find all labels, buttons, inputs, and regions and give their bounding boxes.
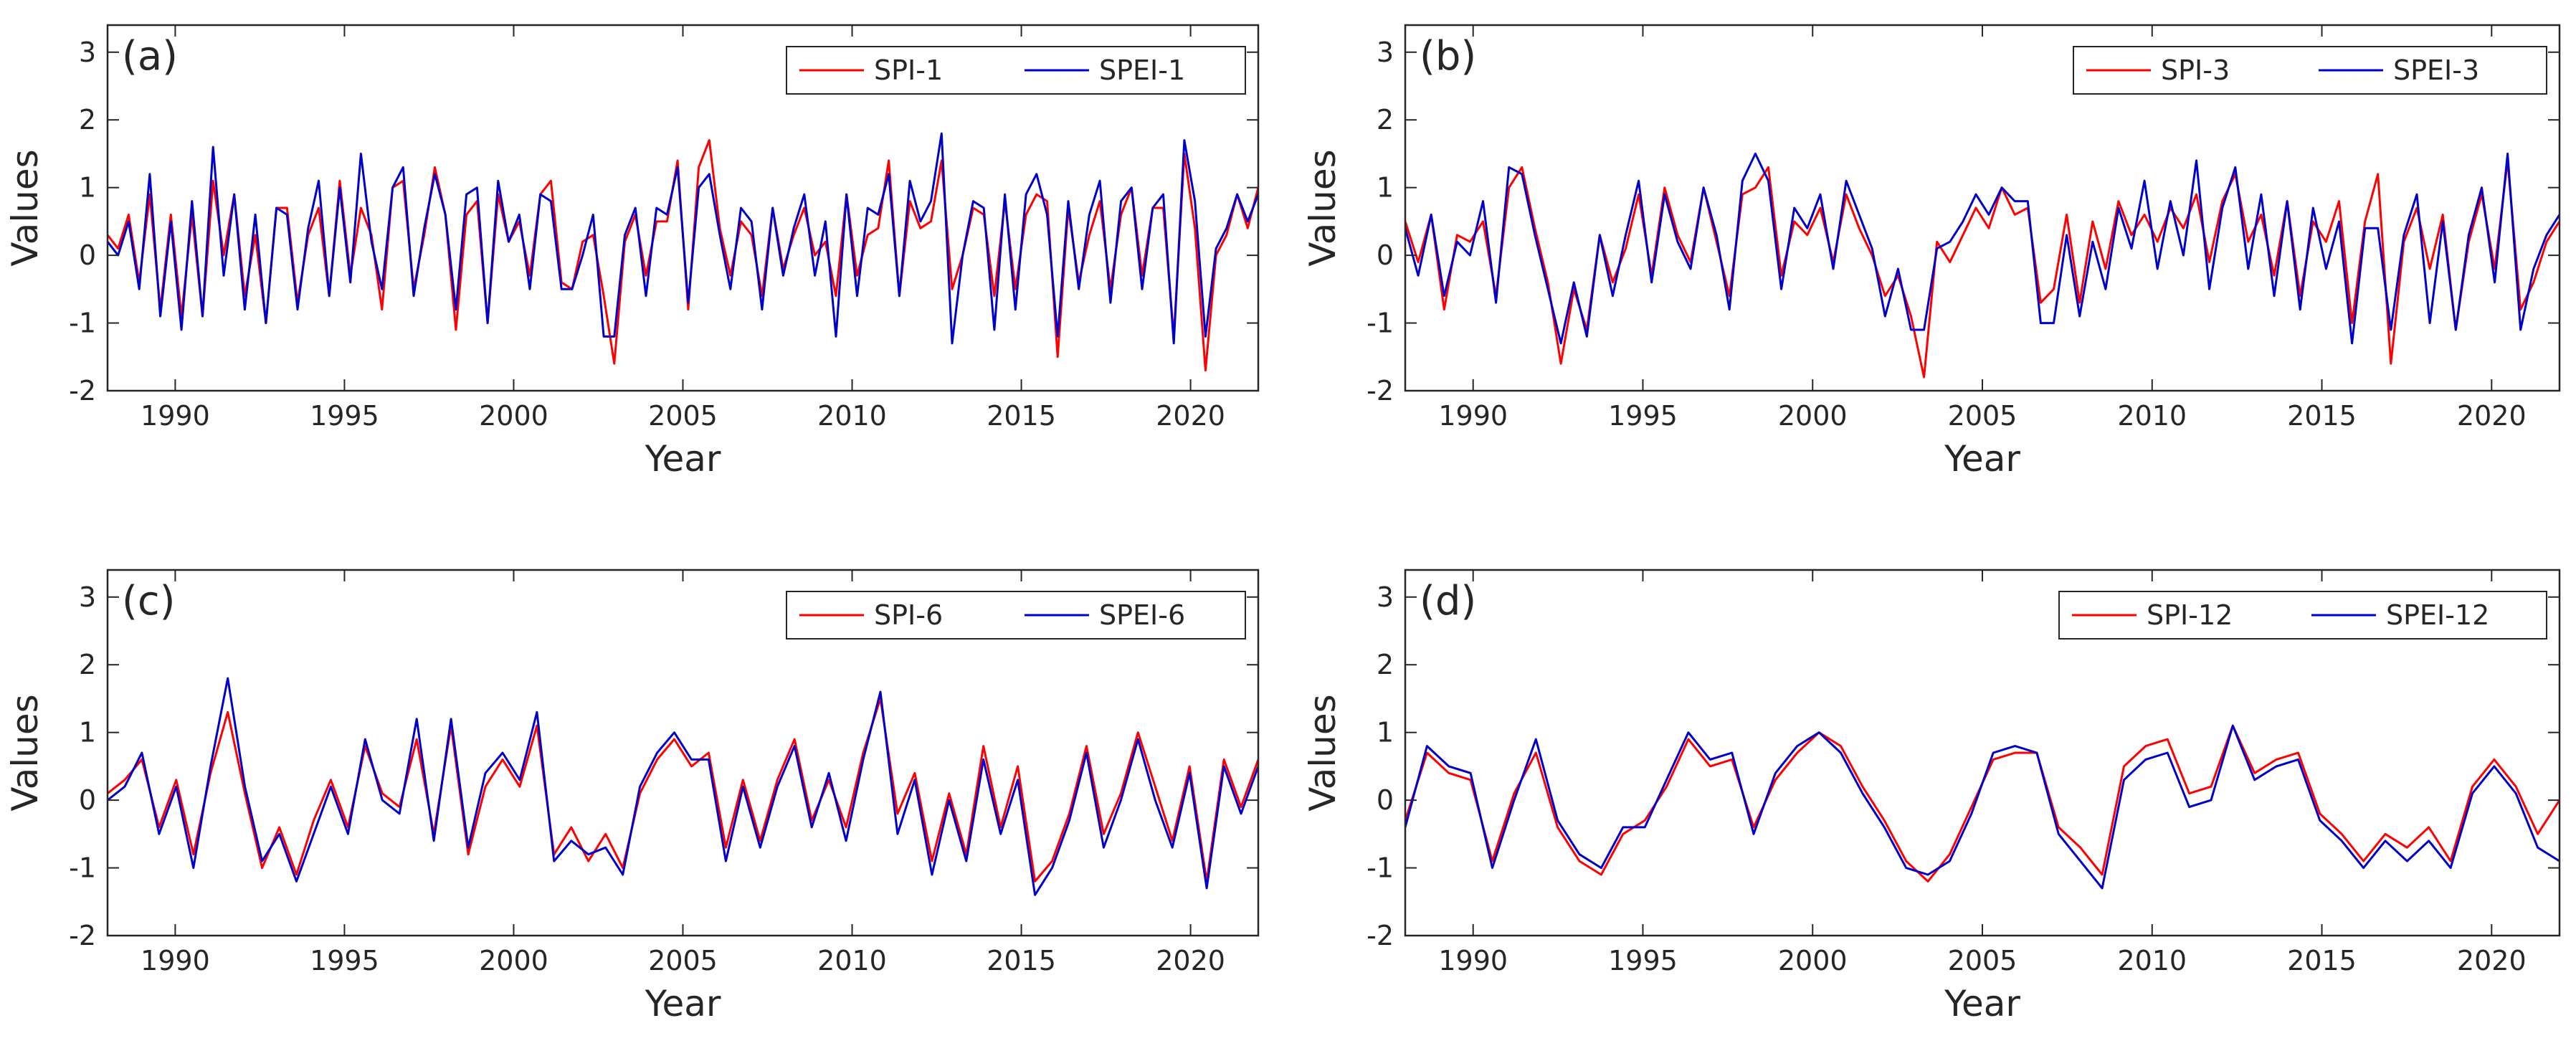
- x-tick-label: 1990: [141, 945, 210, 976]
- series-line-spei-1: [108, 132, 1258, 345]
- legend-label-spei-6: SPEI-6: [1099, 599, 1185, 631]
- legend-label-spi-3: SPI-3: [2161, 54, 2230, 86]
- y-tick-label: -1: [1367, 308, 1394, 339]
- legend-label-spei-3: SPEI-3: [2393, 54, 2479, 86]
- series-line-spi-3: [1405, 159, 2560, 379]
- legend: SPI-1 SPEI-1: [786, 46, 1246, 95]
- y-tick-label: -1: [69, 308, 96, 339]
- y-tick-label: -2: [69, 375, 96, 406]
- y-tick-label: 2: [1377, 104, 1394, 135]
- legend-box: [786, 46, 1246, 95]
- y-tick-label: 3: [1377, 37, 1394, 68]
- series-line-spi-12: [1405, 724, 2560, 883]
- legend-box: [2073, 46, 2547, 95]
- panel-b: 1990 1995 2000 2005 2010 2015 2020 -2 -1 0 1 2 3 Year…: [1302, 24, 2561, 480]
- x-tick-label: 2005: [648, 945, 718, 976]
- legend-label-spei-12: SPEI-12: [2386, 599, 2489, 631]
- y-axis-label: Values: [4, 694, 46, 811]
- y-axis-label: Values: [1302, 694, 1344, 811]
- y-axis-label: Values: [1302, 149, 1344, 266]
- y-tick-label: 1: [1377, 172, 1394, 204]
- y-tick-label: -2: [1367, 920, 1394, 951]
- x-tick-label: 2015: [2287, 945, 2357, 976]
- panel-tag: (a): [122, 33, 178, 80]
- x-tick-label: 1995: [310, 945, 379, 976]
- y-axis-label: Values: [4, 149, 46, 266]
- x-tick-label: 2015: [987, 400, 1056, 432]
- x-tick-label: 2000: [479, 945, 548, 976]
- y-tick-label: 3: [79, 581, 96, 613]
- legend-label-spi-6: SPI-6: [874, 599, 943, 631]
- x-tick-label: 2000: [1778, 945, 1848, 976]
- legend: SPI-6 SPEI-6: [786, 591, 1246, 640]
- legend-label-spi-12: SPI-12: [2147, 599, 2233, 631]
- x-tick-label: 2015: [987, 945, 1056, 976]
- y-tick-label: -2: [1367, 375, 1394, 406]
- panel-tag: (d): [1420, 578, 1476, 624]
- legend: SPI-12 SPEI-12: [2058, 591, 2547, 640]
- y-tick-label: -1: [1367, 852, 1394, 884]
- panel-tag: (c): [122, 578, 175, 624]
- y-tick-label: 3: [79, 37, 96, 68]
- x-tick-label: 1995: [1608, 400, 1678, 432]
- panel-d: 1990 1995 2000 2005 2010 2015 2020 -2 -1 0 1 2 3 Year…: [1302, 569, 2561, 1024]
- x-axis-label: Year: [1944, 983, 2020, 1024]
- y-tick-label: 0: [1377, 784, 1394, 816]
- x-tick-label: 2010: [817, 945, 887, 976]
- x-tick-label: 1995: [310, 400, 379, 432]
- series-line-spei-12: [1405, 724, 2560, 890]
- series-line-spi-6: [108, 697, 1258, 883]
- x-tick-label: 2000: [479, 400, 548, 432]
- panel-c: 1990 1995 2000 2005 2010 2015 2020 -2 -1 0 1 2 3 Year…: [4, 569, 1260, 1024]
- y-tick-label: -2: [69, 920, 96, 951]
- panel-tag: (b): [1420, 33, 1476, 80]
- x-axis-label: Year: [645, 983, 721, 1024]
- y-tick-label: 0: [1377, 239, 1394, 271]
- x-tick-label: 2005: [1948, 945, 2017, 976]
- series-line-spei-6: [108, 677, 1258, 896]
- x-tick-label: 2005: [648, 400, 718, 432]
- x-tick-label: 2020: [2457, 945, 2527, 976]
- y-tick-label: 2: [1377, 649, 1394, 680]
- y-tick-label: -1: [69, 852, 96, 884]
- y-tick-label: 0: [79, 239, 96, 271]
- x-tick-label: 2020: [1156, 945, 1225, 976]
- x-tick-label: 2015: [2287, 400, 2357, 432]
- y-tick-label: 1: [79, 717, 96, 748]
- x-tick-label: 1990: [141, 400, 210, 432]
- x-tick-label: 1990: [1438, 400, 1508, 432]
- x-tick-label: 1990: [1438, 945, 1508, 976]
- series-line-spi-1: [108, 139, 1258, 372]
- x-tick-label: 1995: [1608, 945, 1678, 976]
- x-tick-label: 2010: [2117, 400, 2187, 432]
- x-tick-label: 2000: [1778, 400, 1848, 432]
- x-tick-label: 2010: [2117, 945, 2187, 976]
- y-tick-label: 3: [1377, 581, 1394, 613]
- x-tick-label: 2020: [1156, 400, 1225, 432]
- y-tick-label: 0: [79, 784, 96, 816]
- x-tick-label: 2010: [817, 400, 887, 432]
- legend: SPI-3 SPEI-3: [2073, 46, 2547, 95]
- legend-box: [2058, 591, 2547, 640]
- x-axis-label: Year: [1944, 438, 2020, 480]
- y-tick-label: 2: [79, 104, 96, 135]
- x-tick-label: 2005: [1948, 400, 2017, 432]
- x-axis-label: Year: [645, 438, 721, 480]
- y-tick-label: 1: [1377, 717, 1394, 748]
- legend-label-spi-1: SPI-1: [874, 54, 943, 86]
- series-line-spei-3: [1405, 152, 2560, 345]
- panel-a: 1990 1995 2000 2005 2010 2015 2020 -2 -1 0 1 2 3 Year…: [4, 24, 1260, 480]
- x-tick-label: 2020: [2457, 400, 2527, 432]
- y-tick-label: 1: [79, 172, 96, 204]
- y-tick-label: 2: [79, 649, 96, 680]
- legend-label-spei-1: SPEI-1: [1099, 54, 1185, 86]
